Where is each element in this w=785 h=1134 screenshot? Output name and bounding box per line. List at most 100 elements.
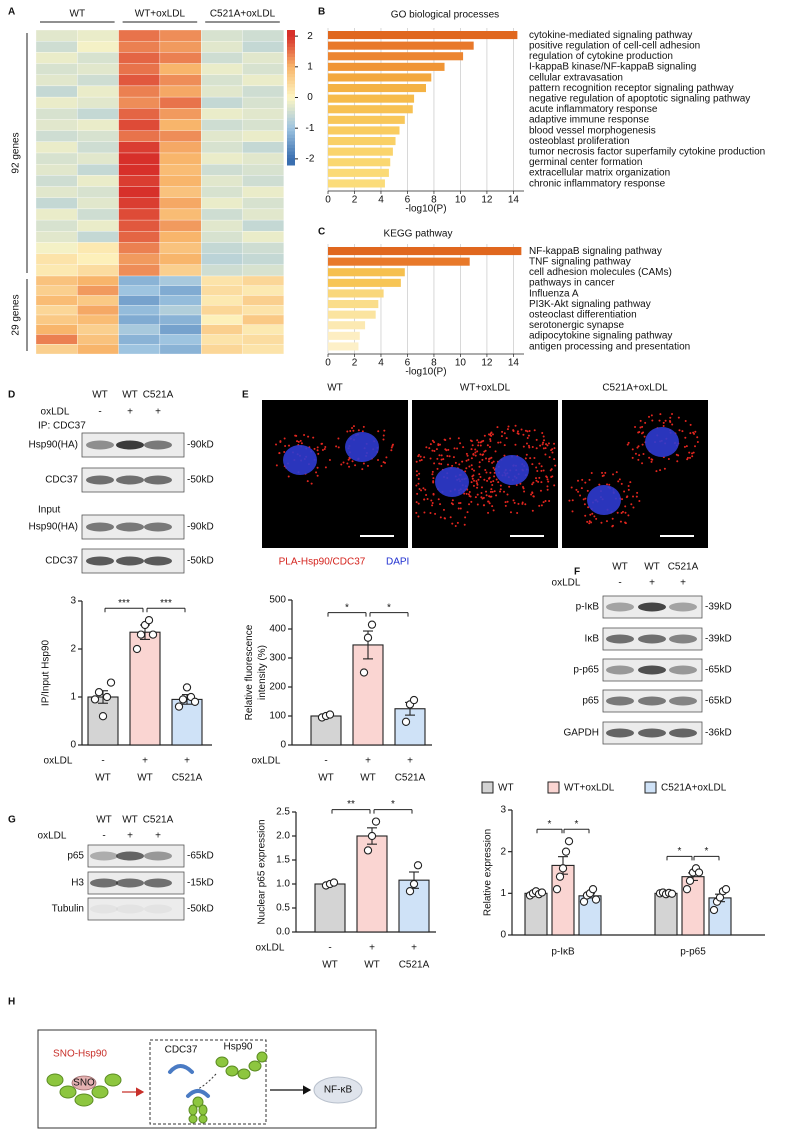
micrograph (562, 400, 708, 548)
pla-signal (542, 435, 545, 438)
cdc37-shape (168, 1064, 194, 1074)
pla-signal (546, 485, 549, 488)
hsp90-dimer-left (46, 1073, 122, 1107)
blot-size: -50kD (187, 904, 214, 915)
x-tick-label: 10 (455, 195, 467, 206)
heatmap-cell (201, 253, 243, 265)
y-tick-label: 1.5 (276, 855, 290, 866)
pla-signal (512, 499, 515, 502)
pla-signal (433, 462, 436, 465)
colorbar-segment (287, 104, 295, 109)
lane-label: WT (644, 562, 660, 573)
blot-band (144, 556, 172, 566)
pla-signal (448, 455, 451, 458)
heatmap-cell (118, 264, 161, 277)
pla-signal (431, 449, 434, 452)
bar (328, 41, 474, 50)
heatmap-cell (118, 164, 161, 176)
lane-label: WT (122, 390, 138, 401)
colorbar-segment (287, 94, 295, 98)
pla-signal (535, 447, 538, 450)
hsp90-dimer-right (215, 1051, 268, 1080)
pla-signal (671, 413, 674, 416)
x-tick-label: 12 (481, 195, 493, 206)
heatmap-cell (201, 242, 243, 254)
sno-label: SNO (73, 1078, 95, 1089)
legend-swatch (547, 781, 560, 794)
x-tick-label: 14 (508, 195, 520, 206)
pla-signal (583, 503, 586, 506)
pla-signal (464, 516, 467, 519)
pla-signal (472, 453, 475, 456)
treatment-sign: + (411, 943, 417, 954)
pla-signal (477, 444, 480, 447)
pla-signal (544, 453, 547, 456)
pla-signal (433, 441, 436, 444)
blot-size: -39kD (705, 602, 732, 613)
pla-signal (479, 441, 482, 444)
category-label: acute inflammatory response (529, 104, 658, 115)
pla-signal (546, 444, 549, 447)
heatmap-cell (201, 119, 243, 131)
blot-band (116, 851, 144, 861)
x-tick-label: C521A (399, 960, 430, 971)
pla-signal (621, 510, 624, 513)
blot-size: -65kD (705, 665, 732, 676)
heatmap-cell (242, 141, 284, 154)
pla-signal (423, 498, 426, 501)
heatmap-cell (159, 119, 202, 131)
diagram-frame (37, 1029, 377, 1129)
pla-signal (297, 440, 300, 443)
significance-label: * (575, 819, 579, 830)
heatmap-cell (77, 186, 119, 198)
pla-signal (531, 483, 534, 486)
pla-signal (440, 458, 443, 461)
pla-signal (590, 472, 593, 475)
legend-swatch (644, 781, 657, 794)
x-axis-label: -log10(P) (405, 367, 446, 378)
heatmap-cell (159, 141, 202, 154)
pla-signal (546, 488, 549, 491)
pla-signal (483, 478, 486, 481)
y-tick-label: 1 (500, 888, 506, 899)
pla-signal (640, 432, 643, 435)
heatmap-cell (242, 197, 284, 210)
treatment-sign: + (407, 756, 413, 767)
category-label: TNF signaling pathway (529, 257, 631, 268)
pla-signal (545, 475, 548, 478)
blot-band (606, 696, 634, 706)
heatmap-cell (35, 29, 78, 42)
colorbar-segment (287, 87, 295, 92)
heatmap-cell (77, 96, 119, 109)
y-tick-label: 400 (269, 624, 286, 635)
pla-signal (696, 440, 699, 443)
blot-band (144, 522, 172, 532)
pla-signal (684, 436, 687, 439)
pla-signal (488, 502, 491, 505)
colorbar-segment (287, 36, 295, 41)
heatmap-cell (118, 108, 161, 120)
heatmap-cell (201, 63, 243, 75)
pla-signal (471, 468, 474, 471)
heatmap-cell (77, 119, 119, 131)
colorbar-segment (287, 114, 295, 119)
bar (328, 247, 522, 256)
blot-label: Tubulin (52, 904, 84, 915)
pla-signal (506, 500, 509, 503)
pla-signal (500, 435, 503, 438)
heatmap-cell (35, 264, 78, 277)
pla-signal (535, 466, 538, 469)
pla-signal (415, 474, 418, 477)
pla-signal (529, 457, 532, 460)
legend-label: DAPI (386, 557, 409, 568)
colorbar-segment (287, 117, 295, 122)
x-axis-label: -log10(P) (405, 204, 446, 215)
pla-signal (496, 426, 499, 429)
data-point (401, 717, 411, 726)
pla-signal (488, 477, 491, 480)
pla-signal (430, 499, 433, 502)
nfkb-shape (313, 1076, 363, 1104)
heatmap-cell (118, 74, 161, 87)
pla-signal (548, 456, 551, 459)
x-tick-label: 2 (352, 195, 358, 206)
